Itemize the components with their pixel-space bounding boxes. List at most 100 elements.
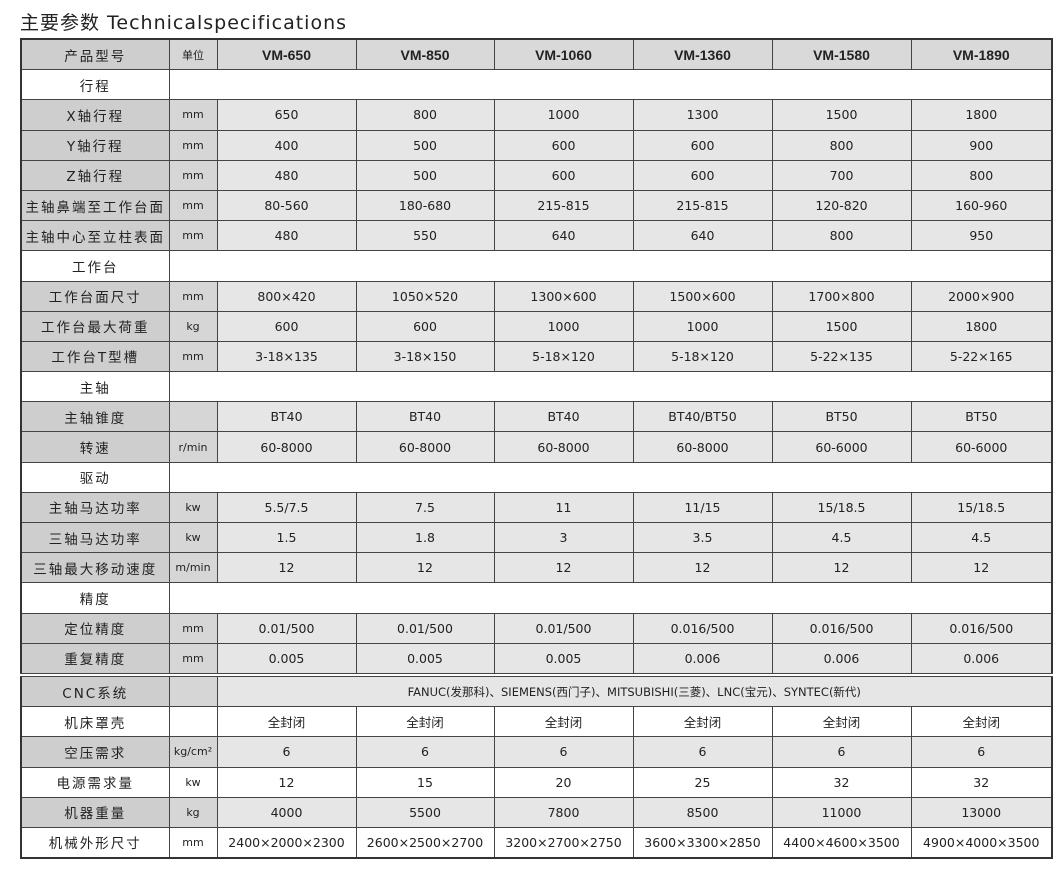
- row-unit: r/min: [168, 431, 218, 463]
- table-row: X轴行程 mm 650 800 1000 1300 1500 1800: [20, 99, 1053, 131]
- row-value: 800: [355, 99, 495, 131]
- row-value: 8500: [632, 796, 773, 828]
- row-value: 1500: [771, 310, 912, 342]
- row-value: 60-8000: [632, 431, 773, 463]
- row-value: 6: [216, 736, 357, 768]
- table-row: 主轴鼻端至工作台面 mm 80-560 180-680 215-815 215-815 12…: [20, 189, 1053, 222]
- table-row: 机床罩壳 全封闭 全封闭 全封闭 全封闭 全封闭 全封闭: [20, 706, 1053, 738]
- row-value-span: FANUC(发那科)、SIEMENS(西门子)、MITSUBISHI(三菱)、L…: [216, 672, 1053, 708]
- table-row: Y轴行程 mm 400 500 600 600 800 900: [20, 129, 1053, 161]
- section-row: 行程: [20, 69, 1053, 101]
- row-value: 12: [355, 552, 495, 584]
- row-unit: kg: [168, 310, 218, 342]
- row-value: 0.006: [910, 642, 1053, 676]
- table-row: 机器重量 kg 4000 5500 7800 8500 11000 13000: [20, 796, 1053, 828]
- row-value: 1500×600: [632, 280, 773, 312]
- row-value: 7800: [493, 796, 634, 828]
- section-blank: [168, 250, 1053, 282]
- row-value: 650: [216, 99, 357, 131]
- section-row: 精度: [20, 582, 1053, 614]
- row-value: 1800: [910, 310, 1053, 342]
- spec-table: 产品型号 单位 VM-650 VM-850 VM-1060 VM-1360 VM-1580 V…: [20, 38, 1053, 860]
- row-unit: kg: [168, 796, 218, 828]
- row-value: 2400×2000×2300: [216, 826, 357, 859]
- row-label: 主轴锥度: [20, 401, 170, 433]
- row-label: 机床罩壳: [20, 706, 170, 738]
- section-label: 行程: [20, 69, 170, 101]
- table-row: 工作台T型槽 mm 3-18×135 3-18×150 5-18×120 5-18×120…: [20, 340, 1053, 373]
- row-value: 13000: [910, 796, 1053, 828]
- row-value: 3: [493, 521, 634, 554]
- row-value: 全封闭: [771, 706, 912, 738]
- section-row: 驱动: [20, 461, 1053, 493]
- row-unit: mm: [168, 642, 218, 676]
- row-unit: [168, 401, 218, 433]
- section-blank: [168, 582, 1053, 614]
- row-value: 400: [216, 129, 357, 161]
- row-value: 800: [771, 220, 912, 252]
- row-value: BT40: [216, 401, 357, 433]
- row-label: 机械外形尺寸: [20, 826, 170, 859]
- section-blank: [168, 69, 1053, 101]
- header-unit: 单位: [168, 38, 218, 71]
- row-value: 60-8000: [493, 431, 634, 463]
- row-value: 6: [355, 736, 495, 768]
- model-header: VM-1580: [771, 38, 912, 71]
- row-label: 重复精度: [20, 642, 170, 676]
- row-value: 60-8000: [355, 431, 495, 463]
- row-value: 0.005: [216, 642, 357, 676]
- row-value: 3.5: [632, 521, 773, 554]
- row-unit: mm: [168, 129, 218, 161]
- row-value: 600: [355, 310, 495, 342]
- table-row: 三轴最大移动速度 m/min 12 12 12 12 12 12: [20, 552, 1053, 584]
- row-label: 工作台面尺寸: [20, 280, 170, 312]
- row-value: 0.01/500: [355, 612, 495, 644]
- row-label: 转速: [20, 431, 170, 463]
- table-row: Z轴行程 mm 480 500 600 600 700 800: [20, 159, 1053, 191]
- row-label: 机器重量: [20, 796, 170, 828]
- table-row: 电源需求量 kw 12 15 20 25 32 32: [20, 766, 1053, 798]
- row-value: 5-22×165: [910, 340, 1053, 373]
- row-value: 640: [493, 220, 634, 252]
- row-value: 80-560: [216, 189, 357, 222]
- row-label: 定位精度: [20, 612, 170, 644]
- row-unit: kw: [168, 766, 218, 798]
- row-value: 11000: [771, 796, 912, 828]
- row-value: 7.5: [355, 491, 495, 524]
- row-value: 0.005: [355, 642, 495, 676]
- row-unit: [168, 706, 218, 738]
- row-value: 0.01/500: [216, 612, 357, 644]
- row-value: 全封闭: [493, 706, 634, 738]
- row-value: 全封闭: [632, 706, 773, 738]
- row-label: CNC系统: [20, 672, 170, 708]
- row-value: 0.006: [771, 642, 912, 676]
- row-value: 12: [632, 552, 773, 584]
- row-value: 800×420: [216, 280, 357, 312]
- row-value: BT50: [771, 401, 912, 433]
- row-label: Y轴行程: [20, 129, 170, 161]
- row-unit: mm: [168, 220, 218, 252]
- row-label: 主轴鼻端至工作台面: [20, 189, 170, 222]
- row-value: 1500: [771, 99, 912, 131]
- row-value: 480: [216, 159, 357, 191]
- row-value: 180-680: [355, 189, 495, 222]
- row-value: 1300×600: [493, 280, 634, 312]
- row-unit: mm: [168, 189, 218, 222]
- row-value: 5-18×120: [493, 340, 634, 373]
- row-value: 全封闭: [216, 706, 357, 738]
- row-unit: mm: [168, 826, 218, 859]
- table-row: 主轴中心至立柱表面 mm 480 550 640 640 800 950: [20, 220, 1053, 252]
- model-header: VM-1360: [632, 38, 773, 71]
- model-header: VM-650: [216, 38, 357, 71]
- row-value: 600: [216, 310, 357, 342]
- table-row: 空压需求 kg/cm² 6 6 6 6 6 6: [20, 736, 1053, 768]
- row-label: Z轴行程: [20, 159, 170, 191]
- row-label: 工作台最大荷重: [20, 310, 170, 342]
- row-value: 12: [910, 552, 1053, 584]
- row-value: 900: [910, 129, 1053, 161]
- row-value: 160-960: [910, 189, 1053, 222]
- row-value: 6: [493, 736, 634, 768]
- row-value: 550: [355, 220, 495, 252]
- row-value: 800: [771, 129, 912, 161]
- header-row: 产品型号 单位 VM-650 VM-850 VM-1060 VM-1360 VM-1580 V…: [20, 38, 1053, 71]
